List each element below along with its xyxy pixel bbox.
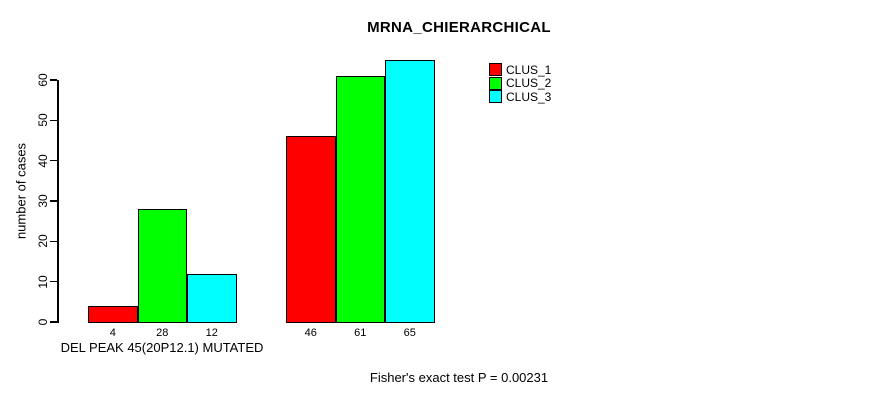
y-tick-label: 10 [36, 274, 50, 289]
annotation-fisher-test: Fisher's exact test P = 0.00231 [369, 370, 549, 385]
y-tick-label: 60 [36, 73, 50, 87]
y-tick [50, 321, 57, 323]
legend-label-clus-2: CLUS_2 [506, 76, 552, 91]
legend-swatch-clus-3 [489, 90, 502, 104]
legend-swatch-clus-2 [489, 76, 502, 90]
y-tick-label: 30 [36, 194, 50, 208]
y-tick-label: 40 [36, 153, 50, 168]
y-tick [50, 119, 57, 122]
x-axis-group-label: DEL PEAK 45(20P12.1) MUTATED [60, 340, 264, 355]
y-tick [50, 280, 57, 283]
legend-label-clus-1: CLUS_1 [506, 62, 552, 77]
bar-clus_1-group1 [88, 305, 138, 323]
bar-value-label: 61 [354, 327, 367, 339]
bar-value-label: 65 [403, 327, 416, 339]
y-axis-line [57, 80, 59, 323]
bar-clus_1-group2 [286, 136, 336, 323]
y-tick-label: 0 [36, 318, 50, 326]
y-tick [50, 79, 57, 81]
legend-entry-clus-2: CLUS_2 [489, 76, 552, 91]
bar-value-label: 12 [205, 327, 218, 339]
y-tick-label: 50 [36, 113, 50, 128]
y-tick-label: 20 [36, 234, 50, 249]
bar-value-label: 28 [156, 327, 169, 339]
legend-label-clus-3: CLUS_3 [506, 89, 552, 104]
y-tick [50, 159, 57, 162]
chart-title: MRNA_CHIERARCHICAL [367, 19, 551, 36]
y-tick [50, 200, 57, 202]
legend-entry-clus-1: CLUS_1 [489, 63, 551, 77]
bar-clus_2-group2 [335, 75, 385, 323]
bar-value-label: 4 [109, 327, 116, 339]
legend-swatch-clus-1 [489, 63, 502, 77]
legend: CLUS_1 CLUS_2 CLUS_3 [489, 63, 551, 104]
bar-clus_3-group2 [385, 59, 435, 323]
legend-entry-clus-3: CLUS_3 [489, 90, 551, 104]
y-axis-label-text: number of cases [13, 142, 29, 240]
bar-clus_2-group1 [137, 209, 187, 323]
y-tick [50, 240, 57, 243]
bar-value-label: 46 [304, 327, 317, 339]
bar-clus_3-group1 [187, 273, 237, 323]
